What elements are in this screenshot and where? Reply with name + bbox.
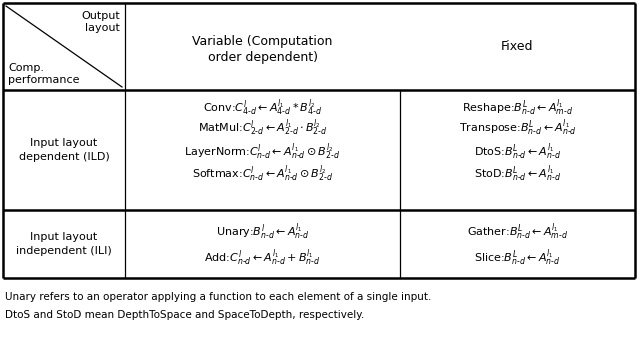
Text: DtoS and StoD mean DepthToSpace and SpaceToDepth, respectively.: DtoS and StoD mean DepthToSpace and Spac… bbox=[5, 310, 364, 320]
Text: Conv:$C^{l}_{4\text{-}d} \leftarrow A^{l_1}_{4\text{-}d} * B^{l_2}_{4\text{-}d}$: Conv:$C^{l}_{4\text{-}d} \leftarrow A^{l… bbox=[203, 98, 322, 118]
Text: Unary:$B^{l}_{n\text{-}d} \leftarrow A^{l_1}_{n\text{-}d}$: Unary:$B^{l}_{n\text{-}d} \leftarrow A^{… bbox=[216, 222, 309, 242]
Text: Reshape:$B^{L}_{n\text{-}d} \leftarrow A^{l_1}_{m\text{-}d}$: Reshape:$B^{L}_{n\text{-}d} \leftarrow A… bbox=[462, 98, 573, 118]
Text: Fixed: Fixed bbox=[501, 40, 534, 53]
Text: Output
layout: Output layout bbox=[81, 11, 120, 34]
Text: Variable (Computation
order dependent): Variable (Computation order dependent) bbox=[192, 35, 333, 64]
Text: LayerNorm:$C^{l}_{n\text{-}d} \leftarrow A^{l_1}_{n\text{-}d} \odot B^{l_2}_{2\t: LayerNorm:$C^{l}_{n\text{-}d} \leftarrow… bbox=[184, 142, 340, 162]
Text: StoD:$B^{L}_{n\text{-}d} \leftarrow A^{l_1}_{n\text{-}d}$: StoD:$B^{L}_{n\text{-}d} \leftarrow A^{l… bbox=[474, 164, 561, 184]
Text: Comp.
performance: Comp. performance bbox=[8, 63, 79, 85]
Text: DtoS:$B^{L}_{n\text{-}d} \leftarrow A^{l_1}_{n\text{-}d}$: DtoS:$B^{L}_{n\text{-}d} \leftarrow A^{l… bbox=[474, 142, 561, 162]
Text: Gather:$B^{L}_{n\text{-}d} \leftarrow A^{l_1}_{m\text{-}d}$: Gather:$B^{L}_{n\text{-}d} \leftarrow A^… bbox=[467, 222, 568, 242]
Text: Transpose:$B^{L}_{n\text{-}d} \leftarrow A^{l_1}_{n\text{-}d}$: Transpose:$B^{L}_{n\text{-}d} \leftarrow… bbox=[459, 118, 577, 138]
Text: Input layout
independent (ILI): Input layout independent (ILI) bbox=[16, 232, 112, 256]
Text: Slice:$B^{L}_{n\text{-}d} \leftarrow A^{l_1}_{n\text{-}d}$: Slice:$B^{L}_{n\text{-}d} \leftarrow A^{… bbox=[474, 248, 561, 268]
Text: Input layout
dependent (ILD): Input layout dependent (ILD) bbox=[19, 138, 109, 162]
Text: MatMul:$C^{l}_{2\text{-}d} \leftarrow A^{l_1}_{2\text{-}d} \cdot B^{l_2}_{2\text: MatMul:$C^{l}_{2\text{-}d} \leftarrow A^… bbox=[198, 118, 327, 138]
Text: Softmax:$C^{l}_{n\text{-}d} \leftarrow A^{l_1}_{n\text{-}d} \odot B^{l_2}_{2\tex: Softmax:$C^{l}_{n\text{-}d} \leftarrow A… bbox=[192, 164, 333, 184]
Text: Add:$C^{l}_{n\text{-}d} \leftarrow A^{l_1}_{n\text{-}d} + B^{l_1}_{n\text{-}d}$: Add:$C^{l}_{n\text{-}d} \leftarrow A^{l_… bbox=[204, 248, 321, 268]
Text: Unary refers to an operator applying a function to each element of a single inpu: Unary refers to an operator applying a f… bbox=[5, 292, 431, 302]
